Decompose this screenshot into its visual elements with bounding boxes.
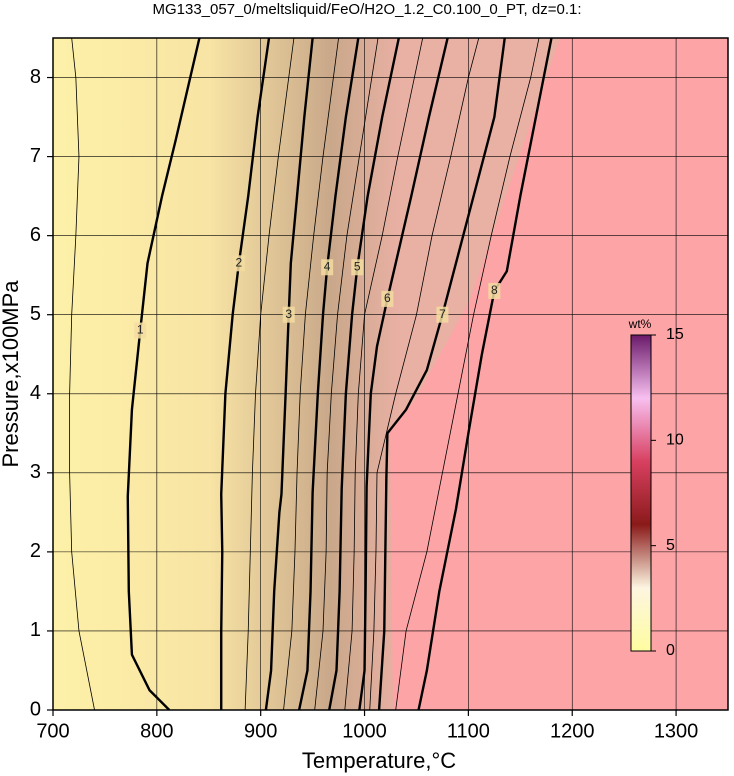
colorbar-tick-label: 0 xyxy=(666,642,675,659)
y-tick-label: 7 xyxy=(30,145,41,167)
contour-label-bg xyxy=(232,255,245,272)
contour-label: 1 xyxy=(137,323,144,337)
minor-contour xyxy=(344,38,424,710)
chart-title: MG133_057_0/meltsliquid/FeO/H2O_1.2_C0.1… xyxy=(152,1,581,18)
y-tick-label: 2 xyxy=(30,540,41,562)
x-tick-label: 1000 xyxy=(342,720,387,742)
x-tick-label: 700 xyxy=(36,720,69,742)
contour xyxy=(297,38,360,710)
contour-label-bg xyxy=(436,306,449,323)
minor-contour xyxy=(314,38,379,710)
x-tick-label: 900 xyxy=(244,720,277,742)
contour-label: 3 xyxy=(285,307,292,321)
x-tick-label: 1200 xyxy=(550,720,595,742)
contour xyxy=(417,38,553,710)
contour-label: 5 xyxy=(354,259,361,273)
minor-contour xyxy=(395,38,540,710)
colorbar-gradient xyxy=(630,334,652,652)
contour-label: 6 xyxy=(384,291,391,305)
y-tick-label: 5 xyxy=(30,303,41,325)
y-tick-label: 6 xyxy=(30,224,41,246)
minor-contour xyxy=(244,38,295,710)
contour xyxy=(220,38,271,710)
contour xyxy=(264,38,314,710)
y-tick-label: 1 xyxy=(30,619,41,641)
contour xyxy=(377,38,506,710)
contour-label: 8 xyxy=(491,283,498,297)
contour-label-bg xyxy=(134,322,147,339)
contour-label-bg xyxy=(351,259,364,276)
contour xyxy=(328,38,400,710)
contour xyxy=(358,38,449,710)
y-tick-label: 4 xyxy=(30,382,41,404)
contour-label: 7 xyxy=(439,307,446,321)
contour xyxy=(126,38,201,710)
contour-label-bg xyxy=(282,306,295,323)
plot-background xyxy=(53,38,728,710)
contour-label-bg xyxy=(381,290,394,307)
x-tick-label: 800 xyxy=(140,720,173,742)
minor-contour xyxy=(69,38,95,710)
contour-label-bg xyxy=(488,282,501,299)
y-tick-label: 3 xyxy=(30,461,41,483)
colorbar-label: wt% xyxy=(628,317,652,331)
minor-contour xyxy=(369,38,480,710)
x-axis-label: Temperature,°C xyxy=(302,748,456,773)
minor-contour xyxy=(283,38,339,710)
low-field xyxy=(53,38,560,710)
colorbar-tick-label: 10 xyxy=(666,432,684,449)
contour-label: 4 xyxy=(324,259,331,273)
colorbar-tick-label: 5 xyxy=(666,537,675,554)
colorbar-tick-label: 15 xyxy=(666,326,684,343)
plot-frame xyxy=(52,37,729,711)
x-tick-label: 1300 xyxy=(654,720,699,742)
colorbar: wt% 0 5 10 15 xyxy=(628,317,684,659)
y-tick-label: 0 xyxy=(30,698,41,720)
y-axis-label: Pressure,x100MPa xyxy=(0,280,23,468)
contour-label: 2 xyxy=(236,255,243,269)
y-tick-label: 8 xyxy=(30,66,41,88)
contours: 1 2 3 4 5 6 7 8 xyxy=(69,38,553,710)
contour-label-bg xyxy=(321,259,334,276)
x-tick-label: 1100 xyxy=(447,720,490,742)
